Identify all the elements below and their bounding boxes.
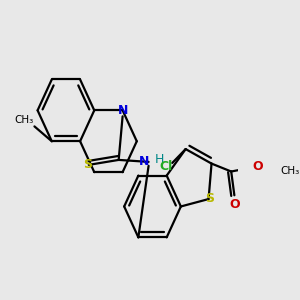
Text: CH₃: CH₃ bbox=[14, 116, 34, 125]
Text: O: O bbox=[253, 160, 263, 173]
Text: S: S bbox=[83, 158, 92, 171]
Text: Cl: Cl bbox=[159, 160, 172, 173]
Text: CH₃: CH₃ bbox=[280, 166, 299, 176]
Text: H: H bbox=[155, 153, 164, 167]
Text: S: S bbox=[205, 192, 214, 205]
Text: N: N bbox=[117, 104, 128, 117]
Text: N: N bbox=[139, 155, 149, 168]
Text: O: O bbox=[229, 198, 240, 211]
